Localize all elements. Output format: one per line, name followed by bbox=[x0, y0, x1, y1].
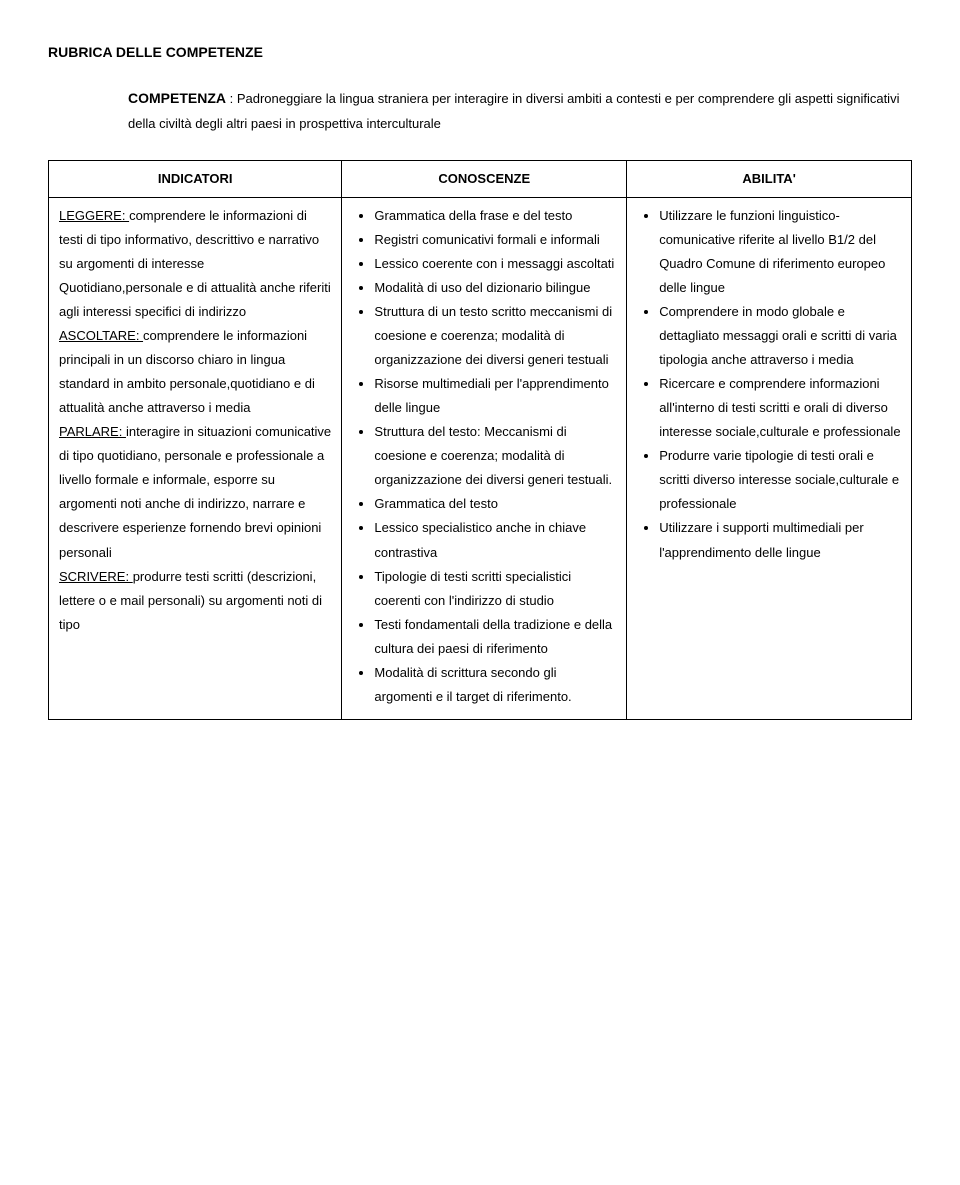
list-item: Utilizzare le funzioni linguistico- comu… bbox=[659, 204, 901, 300]
cell-abilita: Utilizzare le funzioni linguistico- comu… bbox=[627, 197, 912, 719]
list-item: Ricercare e comprendere informazioni all… bbox=[659, 372, 901, 444]
competenza-text: : Padroneggiare la lingua straniera per … bbox=[128, 91, 899, 131]
list-item: Grammatica del testo bbox=[374, 492, 616, 516]
ascoltare-label: ASCOLTARE: bbox=[59, 328, 143, 343]
competenze-table: INDICATORI CONOSCENZE ABILITA' LEGGERE: … bbox=[48, 160, 912, 720]
leggere-label: LEGGERE: bbox=[59, 208, 129, 223]
table-body-row: LEGGERE: comprendere le informazioni di … bbox=[49, 197, 912, 719]
parlare-text: interagire in situazioni comunicative di… bbox=[59, 424, 331, 559]
list-item: Modalità di scrittura secondo gli argome… bbox=[374, 661, 616, 709]
header-abilita: ABILITA' bbox=[627, 160, 912, 197]
competenza-label: COMPETENZA bbox=[128, 90, 226, 106]
list-item: Modalità di uso del dizionario bilingue bbox=[374, 276, 616, 300]
cell-indicatori: LEGGERE: comprendere le informazioni di … bbox=[49, 197, 342, 719]
list-item: Registri comunicativi formali e informal… bbox=[374, 228, 616, 252]
list-item: Tipologie di testi scritti specialistici… bbox=[374, 565, 616, 613]
header-indicatori: INDICATORI bbox=[49, 160, 342, 197]
competenza-block: COMPETENZA : Padroneggiare la lingua str… bbox=[128, 86, 912, 136]
cell-conoscenze: Grammatica della frase e del testo Regis… bbox=[342, 197, 627, 719]
page-title: RUBRICA DELLE COMPETENZE bbox=[48, 40, 912, 66]
list-item: Lessico coerente con i messaggi ascoltat… bbox=[374, 252, 616, 276]
list-item: Grammatica della frase e del testo bbox=[374, 204, 616, 228]
leggere-text: comprendere le informazioni di testi di … bbox=[59, 208, 331, 319]
abilita-list: Utilizzare le funzioni linguistico- comu… bbox=[637, 204, 901, 565]
list-item: Lessico specialistico anche in chiave co… bbox=[374, 516, 616, 564]
list-item: Risorse multimediali per l'apprendimento… bbox=[374, 372, 616, 420]
parlare-label: PARLARE: bbox=[59, 424, 126, 439]
list-item: Testi fondamentali della tradizione e de… bbox=[374, 613, 616, 661]
scrivere-label: SCRIVERE: bbox=[59, 569, 133, 584]
list-item: Comprendere in modo globale e dettagliat… bbox=[659, 300, 901, 372]
list-item: Struttura di un testo scritto meccanismi… bbox=[374, 300, 616, 372]
list-item: Utilizzare i supporti multimediali per l… bbox=[659, 516, 901, 564]
table-header-row: INDICATORI CONOSCENZE ABILITA' bbox=[49, 160, 912, 197]
header-conoscenze: CONOSCENZE bbox=[342, 160, 627, 197]
conoscenze-list: Grammatica della frase e del testo Regis… bbox=[352, 204, 616, 709]
list-item: Produrre varie tipologie di testi orali … bbox=[659, 444, 901, 516]
list-item: Struttura del testo: Meccanismi di coesi… bbox=[374, 420, 616, 492]
